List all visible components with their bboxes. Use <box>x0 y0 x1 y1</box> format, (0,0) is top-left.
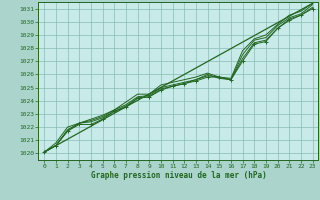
X-axis label: Graphe pression niveau de la mer (hPa): Graphe pression niveau de la mer (hPa) <box>91 171 266 180</box>
